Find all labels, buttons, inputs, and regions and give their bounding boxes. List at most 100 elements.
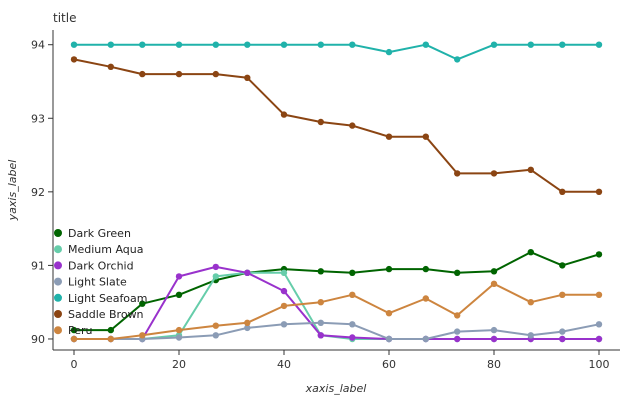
legend: Dark Green Medium Aqua Dark Orchid Light Sl… — [54, 227, 148, 337]
legend-item-saddle-brown: Saddle Brown — [54, 308, 144, 321]
data-point — [139, 41, 146, 48]
data-point — [595, 188, 603, 195]
data-point — [349, 291, 356, 298]
series-line-medium-aqua — [74, 271, 599, 340]
data-point — [490, 41, 498, 48]
y-tick-label: 92 — [31, 186, 45, 199]
legend-marker — [54, 229, 62, 237]
data-point — [70, 41, 78, 48]
legend-label: Peru — [68, 324, 93, 337]
data-point — [349, 41, 356, 48]
data-point — [349, 269, 356, 276]
data-point — [559, 188, 566, 195]
legend-item-light-seafoam: Light Seafoam — [54, 292, 148, 305]
legend-label: Light Seafoam — [68, 292, 148, 305]
y-tick-label: 91 — [31, 259, 45, 272]
tick-layer: 0 20 40 60 80 100 90 91 92 93 94 — [31, 39, 610, 371]
legend-marker — [54, 261, 62, 270]
data-point — [349, 321, 356, 328]
series-line-light-seafoam — [74, 43, 599, 61]
data-point — [595, 41, 603, 48]
series-line-dark-green — [74, 251, 600, 332]
series-line-peru — [74, 282, 599, 340]
data-point — [212, 332, 219, 339]
data-point — [244, 324, 251, 332]
legend-marker — [54, 310, 62, 318]
x-tick-label: 80 — [487, 358, 501, 371]
data-point — [385, 265, 393, 273]
data-point — [385, 48, 393, 56]
data-point — [212, 273, 219, 280]
data-point — [244, 319, 251, 326]
data-point — [212, 70, 219, 78]
data-point — [454, 269, 461, 276]
data-point — [385, 310, 393, 317]
data-point — [175, 291, 183, 298]
data-point — [280, 321, 288, 328]
legend-marker — [54, 326, 62, 335]
data-point — [175, 334, 183, 341]
data-point — [422, 41, 429, 48]
data-point — [559, 291, 566, 298]
data-point — [175, 326, 183, 334]
data-point — [349, 122, 356, 129]
data-point — [490, 326, 498, 334]
data-point — [244, 269, 251, 276]
data-point — [244, 74, 251, 82]
data-point — [280, 269, 288, 276]
series-peru — [70, 280, 603, 343]
data-point — [527, 166, 534, 173]
legend-marker — [54, 277, 62, 286]
data-point — [527, 249, 534, 256]
data-point — [280, 302, 288, 310]
data-point — [175, 70, 183, 78]
data-point — [107, 41, 115, 48]
data-point — [422, 133, 429, 140]
data-point — [490, 280, 498, 287]
data-point — [317, 41, 324, 48]
data-point — [385, 133, 393, 140]
data-point — [559, 41, 566, 48]
legend-label: Dark Orchid — [68, 259, 134, 272]
data-point — [490, 335, 498, 343]
series-dark-green — [70, 249, 603, 334]
x-tick-label: 20 — [172, 358, 186, 371]
data-point — [490, 268, 498, 275]
data-point — [349, 334, 356, 341]
data-point — [317, 319, 324, 326]
data-point — [317, 118, 324, 126]
data-point — [422, 335, 429, 343]
data-point — [139, 332, 146, 339]
series-light-seafoam — [70, 41, 603, 63]
data-point — [454, 56, 461, 63]
y-axis-label: yaxis_label — [6, 160, 19, 222]
legend-marker — [54, 245, 62, 254]
legend-marker — [54, 293, 62, 302]
y-tick-label: 94 — [31, 39, 45, 52]
x-tick-label: 0 — [71, 358, 78, 371]
legend-label: Medium Aqua — [68, 243, 144, 256]
data-point — [595, 335, 603, 343]
x-tick-label: 100 — [589, 358, 610, 371]
data-point — [527, 41, 534, 48]
data-point — [454, 312, 461, 319]
data-point — [454, 170, 461, 177]
data-point — [595, 321, 603, 328]
legend-item-peru: Peru — [54, 324, 93, 337]
data-point — [422, 265, 429, 273]
y-tick-label: 93 — [31, 112, 45, 125]
data-point — [422, 295, 429, 302]
x-axis-label: xaxis_label — [305, 382, 367, 395]
chart-title: title — [53, 11, 76, 25]
data-point — [107, 335, 115, 343]
series-line-light-slate — [74, 321, 600, 340]
series-line-dark-orchid — [74, 265, 599, 340]
data-point — [490, 170, 498, 177]
data-point — [175, 41, 183, 48]
series-line-saddle-brown — [73, 58, 599, 193]
legend-label: Light Slate — [68, 276, 127, 289]
legend-label: Saddle Brown — [68, 308, 144, 321]
data-point — [244, 41, 251, 48]
legend-item-light-slate: Light Slate — [54, 276, 127, 289]
